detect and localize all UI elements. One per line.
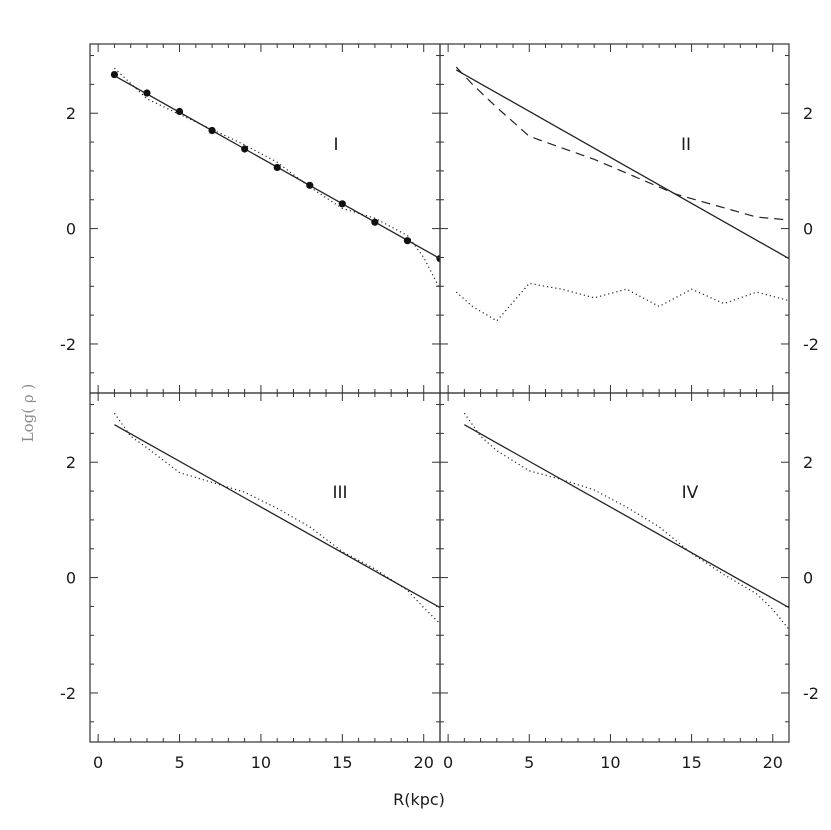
data-point: [371, 218, 379, 226]
x-tick-label: 20: [414, 753, 434, 772]
data-point: [306, 181, 314, 189]
x-tick-label: 5: [174, 753, 184, 772]
y-tick-label: -2: [60, 335, 76, 354]
panel-3: [113, 412, 440, 625]
y-tick-label: -2: [60, 684, 76, 703]
ticks-layer: [90, 44, 790, 742]
frames-layer: [89, 43, 790, 743]
x-tick-label: 0: [443, 753, 453, 772]
data-point: [403, 237, 412, 245]
data-point: [208, 126, 216, 135]
data-point: [273, 163, 281, 172]
y-tick-label: -2: [803, 335, 819, 354]
panel-label: IV: [682, 483, 699, 503]
data-point: [241, 145, 249, 153]
x-tick-label: 10: [600, 753, 620, 772]
y-tick-label: 2: [803, 104, 813, 123]
series-line-solid: [455, 69, 789, 260]
data-point: [143, 89, 151, 97]
panel-frame: [439, 43, 790, 394]
x-tick-label: 20: [763, 753, 783, 772]
series-line-dashed: [455, 66, 789, 221]
y-tick-label: 0: [66, 220, 76, 239]
series-line-solid: [464, 424, 789, 609]
y-axis-title: Log( ρ ): [19, 384, 37, 443]
panel-label: II: [681, 135, 691, 155]
x-tick-label: 15: [332, 753, 352, 772]
data-point: [175, 107, 184, 116]
panel-4: [463, 412, 789, 630]
panel-label: I: [333, 135, 338, 155]
x-tick-label: 10: [251, 753, 271, 772]
panel-frame: [89, 43, 441, 394]
y-tick-label: 2: [66, 453, 76, 472]
y-tick-label: 0: [803, 569, 813, 588]
series-line-dotted: [114, 67, 440, 290]
panels-layer: [110, 66, 789, 630]
data-point: [436, 254, 440, 263]
series-line-dotted: [463, 412, 789, 630]
x-tick-label: 15: [681, 753, 701, 772]
y-tick-label: 2: [803, 453, 813, 472]
y-tick-label: 0: [66, 569, 76, 588]
panel-label: III: [332, 483, 347, 503]
data-point: [338, 200, 346, 208]
series-line-solid: [114, 424, 440, 609]
panel-2: [455, 66, 789, 322]
x-tick-label: 5: [524, 753, 534, 772]
series-line-dotted: [113, 412, 440, 625]
x-tick-label: 0: [93, 753, 103, 772]
panel-frame: [439, 392, 790, 743]
x-axis-title: R(kpc): [393, 790, 445, 809]
panel-1: [110, 67, 440, 290]
y-tick-label: -2: [803, 684, 819, 703]
data-point: [110, 70, 119, 79]
y-tick-label: 0: [803, 220, 813, 239]
y-tick-label: 2: [66, 104, 76, 123]
series-line-dotted: [455, 282, 789, 322]
